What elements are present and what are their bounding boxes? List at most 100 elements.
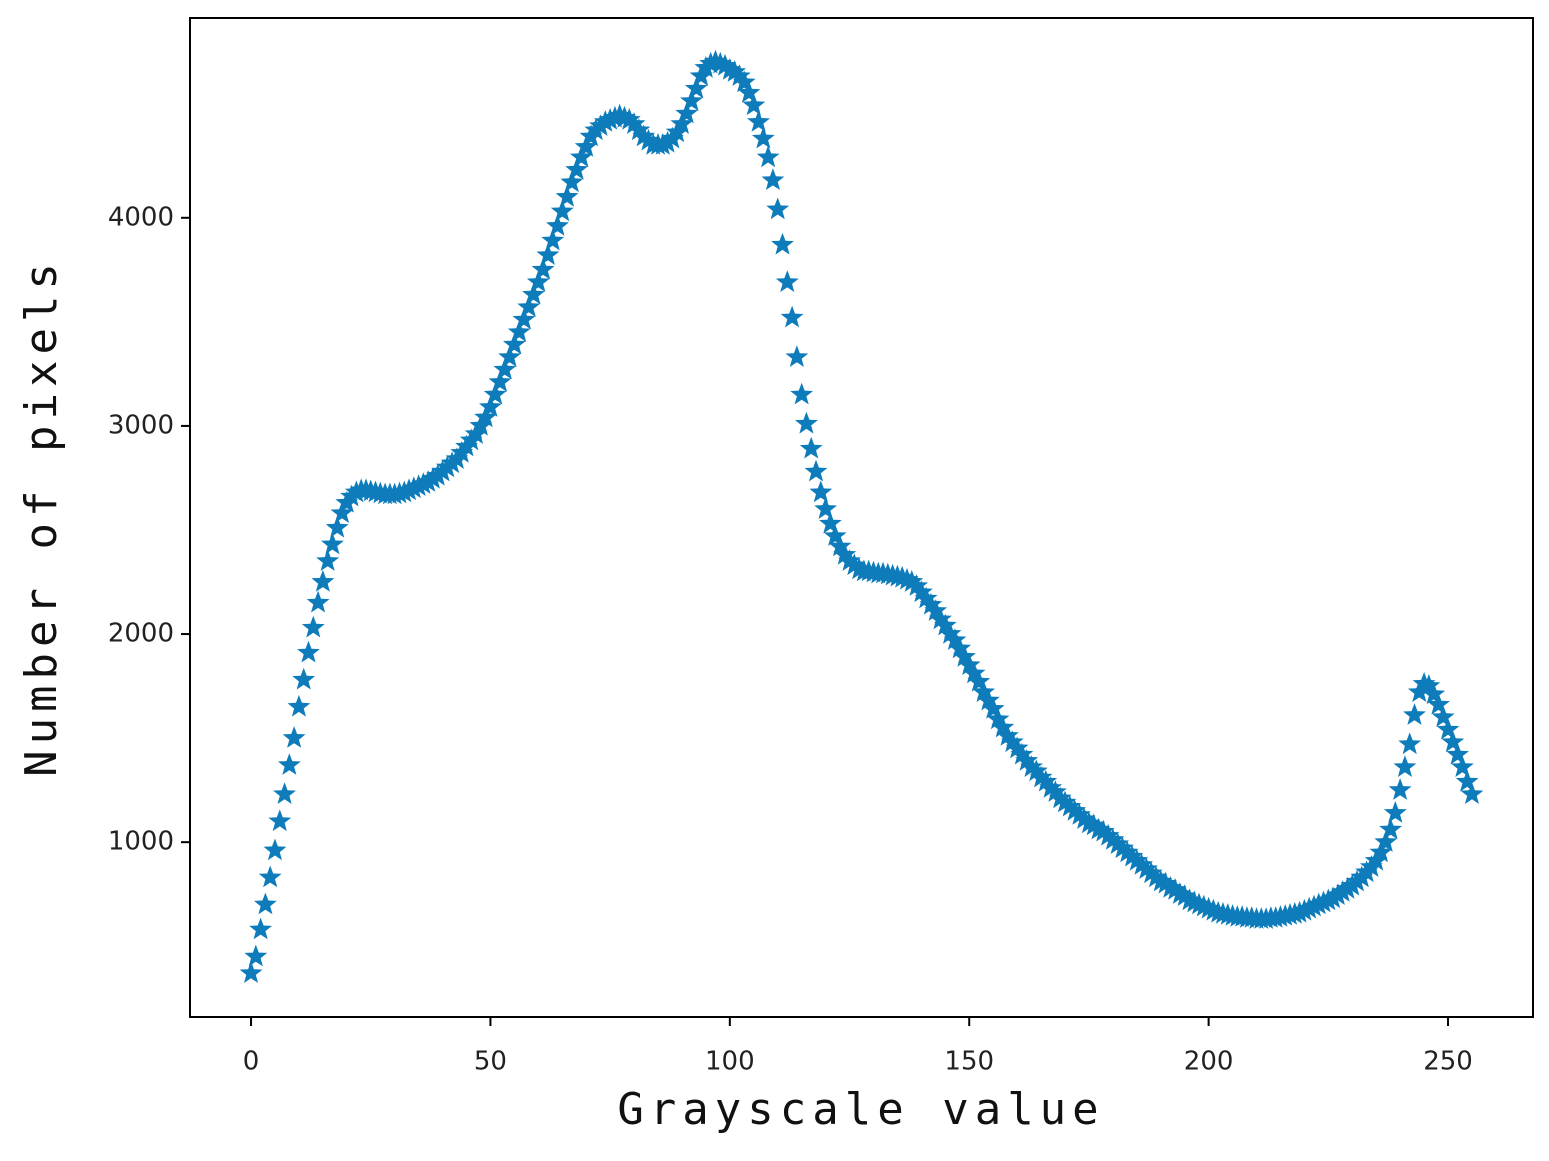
- point: [790, 382, 814, 405]
- point: [570, 145, 593, 168]
- point: [684, 76, 708, 99]
- point: [967, 669, 991, 692]
- point: [775, 270, 799, 292]
- point: [330, 501, 354, 523]
- point: [823, 524, 847, 546]
- x-tick-label: 150: [944, 1047, 994, 1077]
- point: [1082, 813, 1106, 836]
- point: [1020, 755, 1043, 777]
- point: [1431, 705, 1455, 727]
- point: [972, 680, 995, 702]
- plot-frame: [189, 17, 1534, 1018]
- point: [1010, 742, 1034, 765]
- point: [737, 80, 761, 103]
- point: [273, 782, 296, 804]
- point: [531, 257, 555, 280]
- point: [617, 108, 641, 130]
- point: [282, 726, 306, 748]
- point: [713, 53, 737, 76]
- point: [933, 613, 957, 636]
- point: [1154, 871, 1177, 894]
- point: [493, 357, 517, 380]
- point: [742, 93, 766, 116]
- point: [1163, 878, 1187, 900]
- x-tick-label: 200: [1184, 1047, 1234, 1077]
- point: [1125, 848, 1149, 871]
- point: [1460, 782, 1484, 804]
- point: [1024, 759, 1048, 782]
- point: [1388, 778, 1412, 800]
- point: [287, 694, 311, 717]
- point: [550, 199, 574, 222]
- y-tick-label: 4000: [108, 202, 174, 232]
- point: [780, 305, 804, 328]
- point: [1091, 819, 1115, 842]
- point: [996, 724, 1019, 746]
- point: [900, 570, 924, 592]
- point: [1039, 776, 1062, 798]
- point: [1403, 703, 1426, 725]
- point: [254, 892, 277, 915]
- point: [239, 961, 263, 983]
- point: [1053, 790, 1077, 813]
- point: [268, 809, 292, 832]
- point: [637, 128, 660, 151]
- point: [1173, 884, 1197, 906]
- point: [1393, 755, 1417, 777]
- point: [761, 168, 785, 190]
- point: [1106, 832, 1130, 854]
- point: [297, 640, 320, 663]
- point: [938, 622, 962, 644]
- point: [732, 70, 756, 93]
- point: [507, 320, 531, 342]
- point: [828, 534, 852, 557]
- point: [560, 170, 584, 193]
- point: [1427, 692, 1450, 715]
- point: [1446, 742, 1469, 765]
- point: [756, 145, 780, 168]
- point: [919, 592, 943, 615]
- point: [819, 511, 842, 534]
- point: [1044, 780, 1067, 802]
- point: [795, 411, 818, 434]
- point: [632, 124, 656, 147]
- point: [1034, 769, 1058, 792]
- point: [526, 270, 550, 292]
- point: [751, 126, 775, 149]
- point: [981, 697, 1005, 719]
- point: [536, 243, 560, 265]
- y-tick-label: 1000: [108, 827, 174, 857]
- point: [488, 370, 512, 392]
- point: [833, 543, 857, 565]
- point: [1144, 865, 1168, 888]
- point: [1139, 861, 1163, 884]
- point: [503, 332, 526, 355]
- point: [1398, 732, 1422, 755]
- point: [517, 295, 541, 317]
- point: [311, 570, 335, 592]
- point: [771, 232, 794, 255]
- point: [1096, 823, 1120, 846]
- point: [1441, 730, 1465, 752]
- point: [842, 553, 866, 576]
- point: [306, 590, 330, 613]
- point: [565, 157, 588, 180]
- point: [785, 345, 809, 367]
- point: [1383, 801, 1407, 823]
- point: [943, 628, 967, 650]
- point: [1005, 736, 1029, 759]
- point: [924, 599, 948, 621]
- point: [1111, 836, 1134, 859]
- point: [809, 480, 833, 503]
- point: [1374, 830, 1398, 852]
- point: [929, 607, 952, 630]
- point: [1135, 857, 1158, 879]
- point: [1379, 817, 1402, 840]
- point: [953, 644, 976, 667]
- point: [574, 135, 598, 157]
- point: [479, 395, 502, 417]
- point: [292, 667, 316, 690]
- point: [1000, 730, 1024, 752]
- point: [670, 112, 694, 134]
